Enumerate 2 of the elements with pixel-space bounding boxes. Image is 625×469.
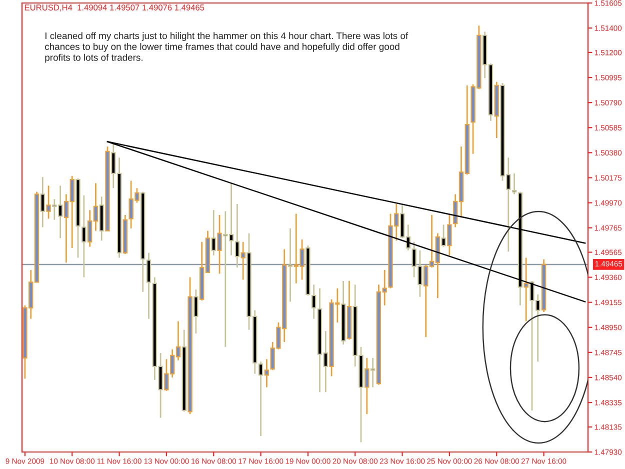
annotation: I cleaned off my charts just to hilight the hammer on this 4 hour chart. There was lots of chances to buy on the lower time frames that could have and hopefully did offer good profits to lots of traders. [45, 32, 408, 63]
chart-title: EURUSD,H4 1.49094 1.49507 1.49076 1.49465 [24, 4, 204, 12]
